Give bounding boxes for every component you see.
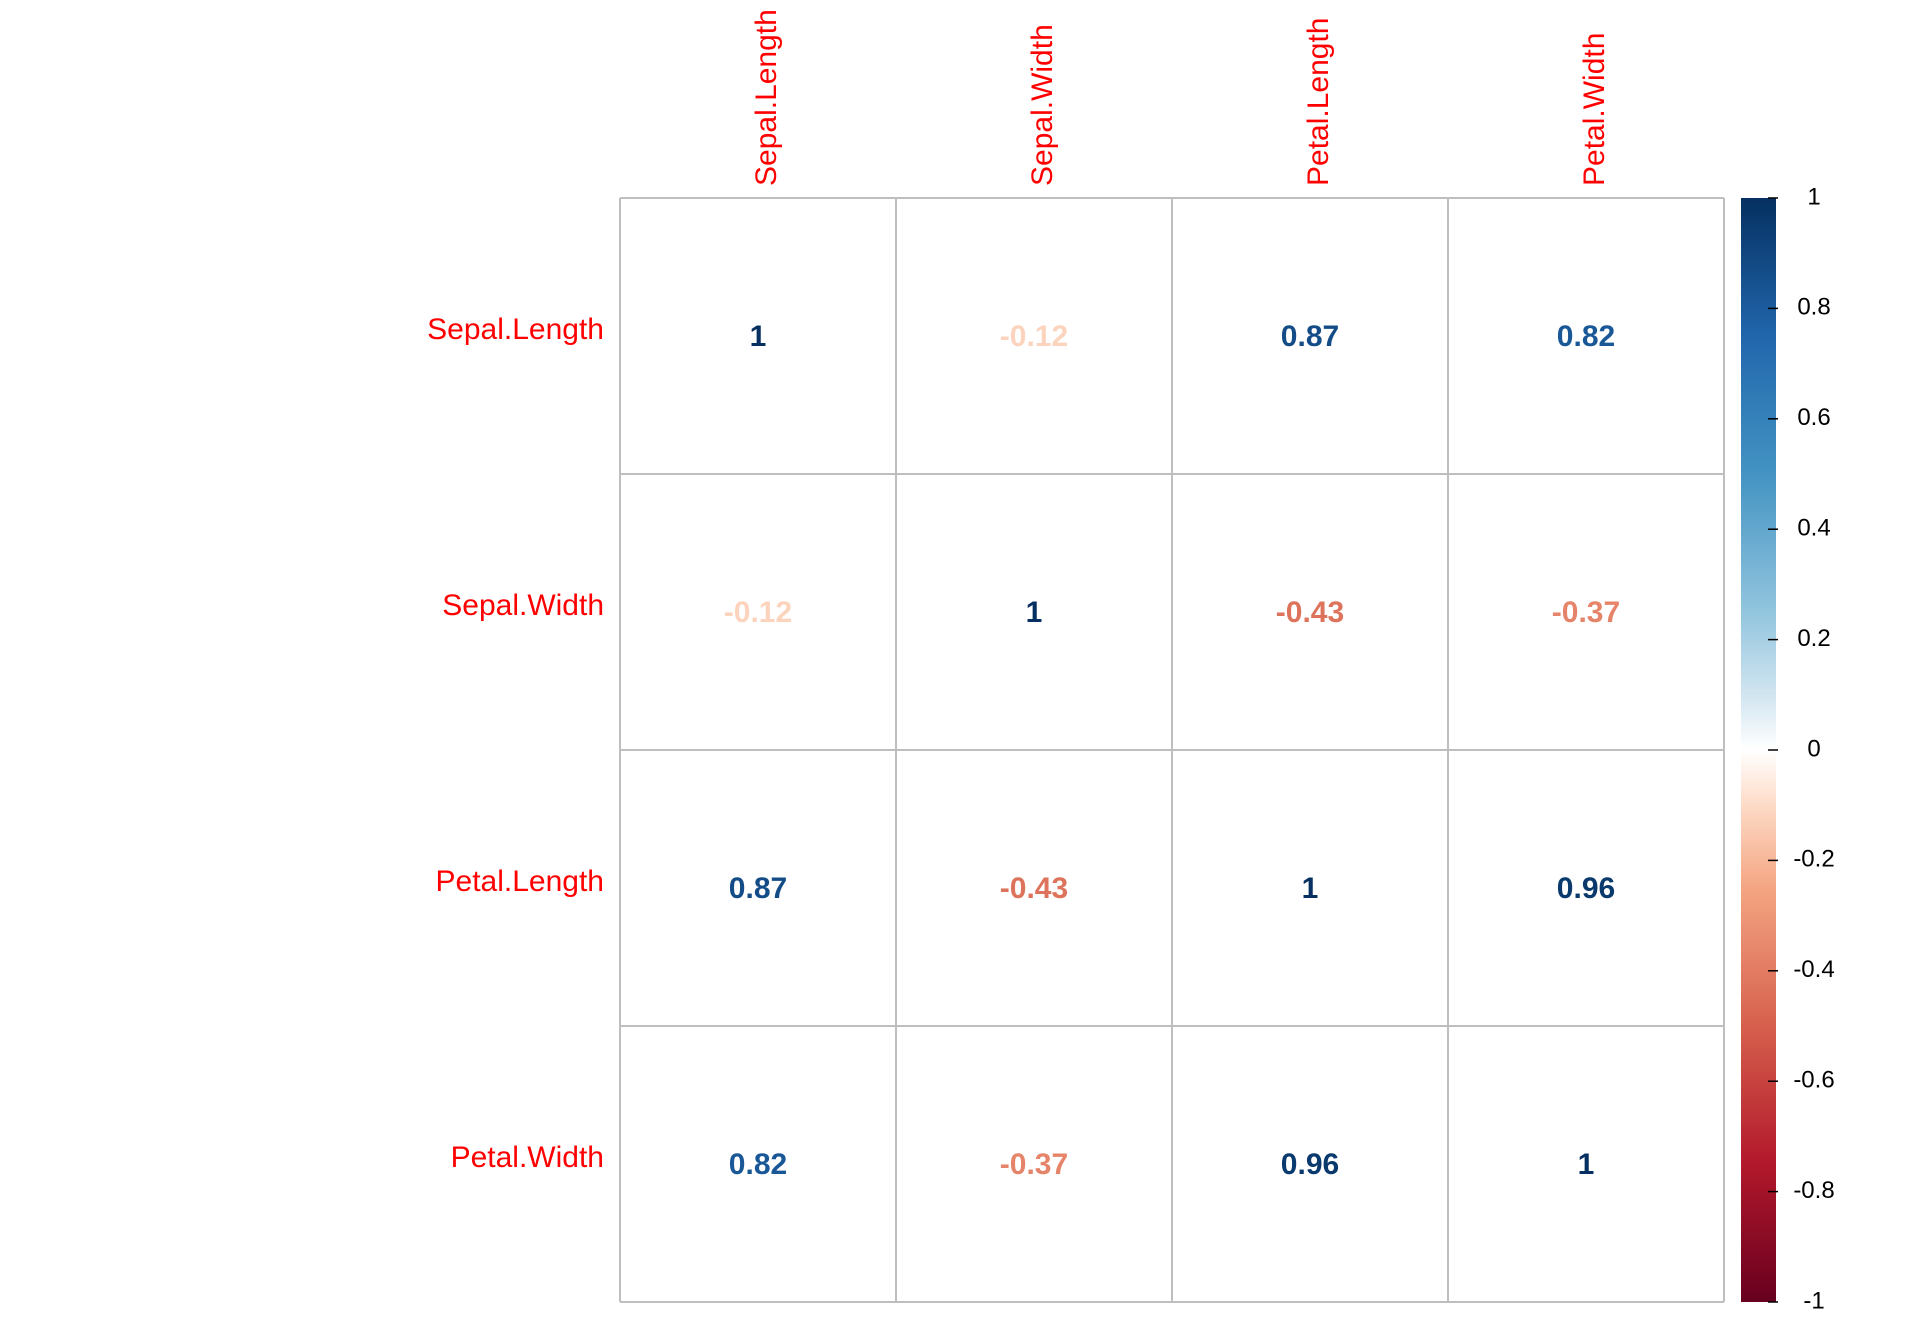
legend-tick-label: 0.6 xyxy=(1797,404,1830,431)
legend-tick-label: 0.8 xyxy=(1797,294,1830,321)
cell-value-petal-width-petal-width: 1 xyxy=(1578,1148,1595,1181)
cell-value-sepal-length-sepal-length: 1 xyxy=(750,320,767,353)
cell-value-petal-length-sepal-length: 0.87 xyxy=(729,872,787,905)
row-label-sepal-width: Sepal.Width xyxy=(442,589,604,622)
legend-tick-label: 1 xyxy=(1807,183,1820,210)
row-label-petal-width: Petal.Width xyxy=(451,1141,604,1174)
row-label-petal-length: Petal.Length xyxy=(436,865,604,898)
legend-tick-label: 0 xyxy=(1807,735,1820,762)
column-label-petal-length: Petal.Length xyxy=(1302,18,1335,186)
legend-tick-label: -0.8 xyxy=(1793,1177,1834,1204)
row-label-sepal-length: Sepal.Length xyxy=(427,313,604,346)
column-labels: Sepal.Length Sepal.Width Petal.Length Petal… xyxy=(750,9,1611,186)
row-labels: Sepal.Length Sepal.Width Petal.Length Petal… xyxy=(427,313,604,1174)
cell-value-sepal-length-petal-length: 0.87 xyxy=(1281,320,1339,353)
matrix-cells: 1 -0.12 0.87 0.82 -0.12 1 -0.43 -0.37 0.87 -0.43 1… xyxy=(724,320,1620,1181)
legend-tick-label: -0.4 xyxy=(1793,956,1834,983)
column-label-sepal-length: Sepal.Length xyxy=(750,9,783,186)
cell-value-sepal-width-sepal-width: 1 xyxy=(1026,596,1043,629)
cell-value-petal-length-petal-width: 0.96 xyxy=(1557,872,1615,905)
cell-value-sepal-width-sepal-length: -0.12 xyxy=(724,596,792,629)
column-label-sepal-width: Sepal.Width xyxy=(1026,24,1059,186)
legend-tick-label: -0.6 xyxy=(1793,1067,1834,1094)
color-legend-ticks: 1 0.8 0.6 0.4 0.2 0 -0.2 -0.4 -0.6 -0.8 -1 xyxy=(1768,183,1835,1314)
cell-value-petal-width-petal-length: 0.96 xyxy=(1281,1148,1339,1181)
column-label-petal-width: Petal.Width xyxy=(1578,33,1611,186)
color-legend: 1 0.8 0.6 0.4 0.2 0 -0.2 -0.4 -0.6 -0.8 -1 xyxy=(1741,183,1835,1314)
cell-value-petal-length-petal-length: 1 xyxy=(1302,872,1319,905)
legend-tick-label: -0.2 xyxy=(1793,846,1834,873)
legend-tick-label: -1 xyxy=(1803,1287,1824,1314)
legend-tick-label: 0.4 xyxy=(1797,515,1830,542)
legend-tick-label: 0.2 xyxy=(1797,625,1830,652)
matrix-grid xyxy=(619,197,1725,1303)
cell-value-petal-width-sepal-length: 0.82 xyxy=(729,1148,787,1181)
cell-value-sepal-length-sepal-width: -0.12 xyxy=(1000,320,1068,353)
cell-value-sepal-width-petal-width: -0.37 xyxy=(1552,596,1620,629)
cell-value-sepal-length-petal-width: 0.82 xyxy=(1557,320,1615,353)
cell-value-petal-width-sepal-width: -0.37 xyxy=(1000,1148,1068,1181)
cell-value-sepal-width-petal-length: -0.43 xyxy=(1276,596,1344,629)
cell-value-petal-length-sepal-width: -0.43 xyxy=(1000,872,1068,905)
